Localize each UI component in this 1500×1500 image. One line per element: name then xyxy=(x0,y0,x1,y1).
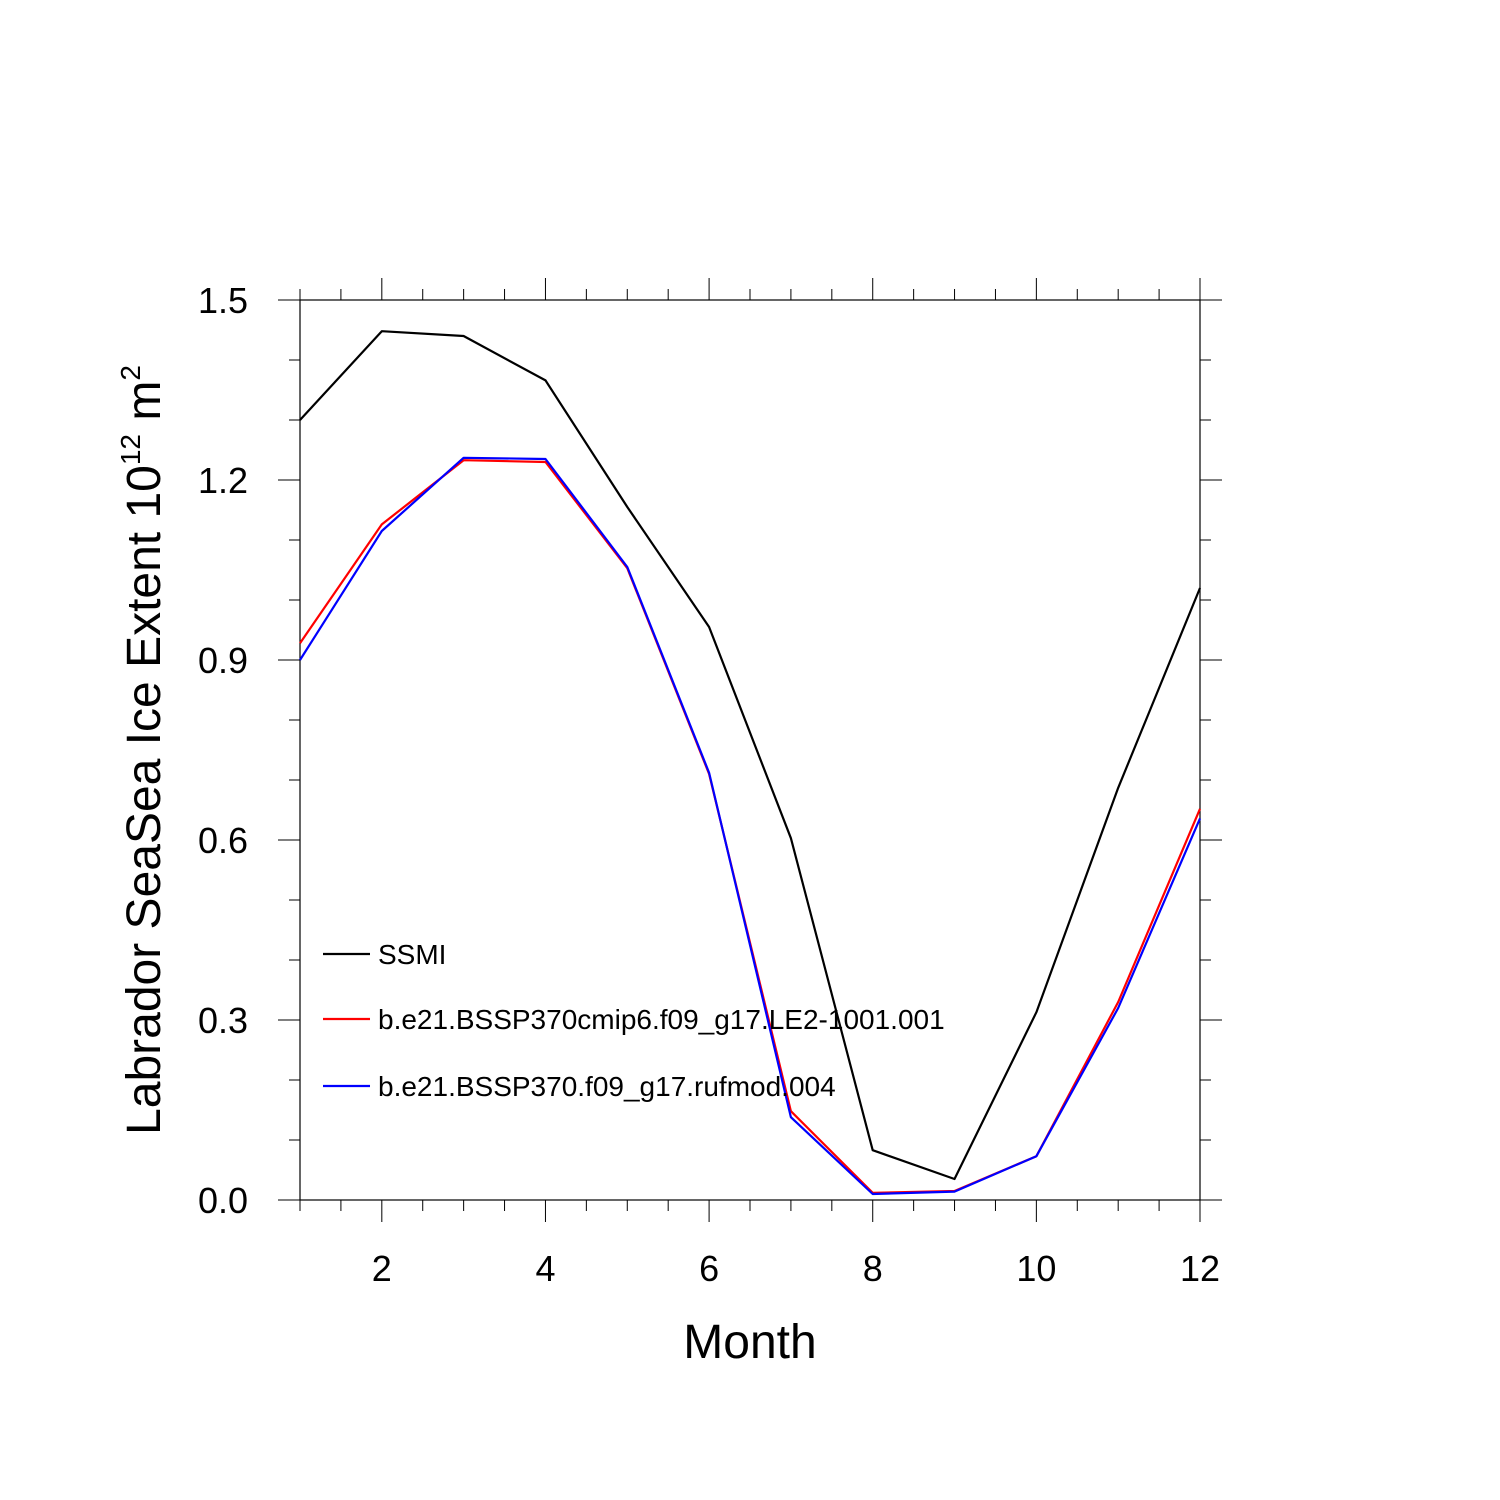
legend-label-1: SSMI xyxy=(378,939,446,970)
x-tick-label: 6 xyxy=(699,1248,719,1289)
legend-label-2: b.e21.BSSP370cmip6.f09_g17.LE2-1001.001 xyxy=(378,1004,945,1035)
x-tick-label: 8 xyxy=(863,1248,883,1289)
y-axis-title-unit: m xyxy=(118,381,171,434)
y-tick-label: 1.5 xyxy=(198,280,248,321)
series-lines xyxy=(299,330,1202,1196)
legend: SSMI b.e21.BSSP370cmip6.f09_g17.LE2-1001.… xyxy=(323,939,945,1102)
plot-frame xyxy=(299,299,1201,1201)
x-tick-label: 4 xyxy=(535,1248,555,1289)
major-ticks xyxy=(278,278,1222,1222)
y-axis-title-main: Labrador SeaSea Ice Extent 10 xyxy=(118,465,171,1135)
x-tick-label: 12 xyxy=(1180,1248,1220,1289)
y-tick-label: 0.0 xyxy=(198,1180,248,1221)
y-tick-label: 0.6 xyxy=(198,820,248,861)
x-tick-labels: 2 4 6 8 10 12 xyxy=(372,1248,1220,1289)
y-tick-label: 0.3 xyxy=(198,1000,248,1041)
series-line-1 xyxy=(299,330,1202,1181)
y-axis-title-exponent: 12 xyxy=(115,434,146,465)
y-axis-title: Labrador SeaSea Ice Extent 1012 m2 xyxy=(115,365,171,1135)
y-tick-labels: 0.0 0.3 0.6 0.9 1.2 1.5 xyxy=(198,280,248,1221)
x-axis-title: Month xyxy=(683,1316,816,1369)
y-axis-title-unit-exponent: 2 xyxy=(115,365,146,381)
y-tick-label: 1.2 xyxy=(198,460,248,501)
series-line-3 xyxy=(299,456,1202,1196)
minor-ticks xyxy=(289,289,1211,1211)
y-tick-label: 0.9 xyxy=(198,640,248,681)
x-tick-label: 2 xyxy=(372,1248,392,1289)
x-tick-label: 10 xyxy=(1016,1248,1056,1289)
legend-label-3: b.e21.BSSP370.f09_g17.rufmod.004 xyxy=(378,1071,836,1102)
